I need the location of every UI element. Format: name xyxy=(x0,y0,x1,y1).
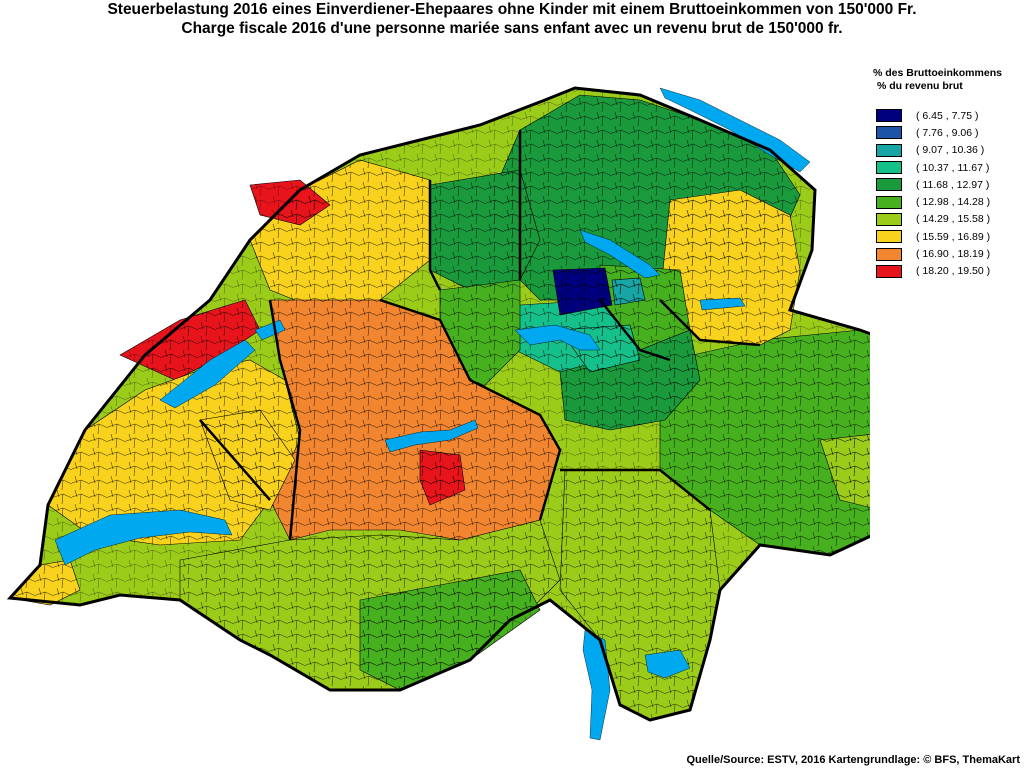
legend-range-label: ( 9.07 , 10.36 ) xyxy=(916,144,985,157)
canton-border xyxy=(379,298,562,521)
legend-swatch xyxy=(876,109,902,123)
canton-border xyxy=(199,419,271,501)
region-geneva-municipal-lines xyxy=(10,560,80,605)
legend-range-label: ( 11.68 , 12.97 ) xyxy=(916,178,990,191)
region-aargau-municipal-lines xyxy=(430,170,540,290)
region-northwest-red-municipal-lines xyxy=(250,180,330,225)
legend-range-label: ( 6.45 , 7.75 ) xyxy=(916,109,979,122)
region-neuchatel-municipal-lines xyxy=(120,300,260,380)
legend-title-german: % des Bruttoeinkommens xyxy=(873,67,1002,79)
canton-border xyxy=(560,468,711,511)
region-schwyz-inner-municipal-lines xyxy=(612,278,645,305)
lake-lugano xyxy=(644,649,691,679)
legend-item: ( 18.20 , 19.50 ) xyxy=(876,263,990,280)
legend-range-label: ( 15.59 , 16.89 ) xyxy=(916,230,991,243)
map-title-french: Charge fiscale 2016 d'une personne marié… xyxy=(181,20,843,37)
canton-border xyxy=(659,299,761,347)
canton-border xyxy=(268,299,302,541)
legend-range-label: ( 10.37 , 11.67 ) xyxy=(916,161,990,174)
region-valais-east-municipal-lines xyxy=(360,570,540,690)
switzerland-tax-map xyxy=(6,86,870,741)
legend-item: ( 10.37 , 11.67 ) xyxy=(876,159,990,176)
legend: ( 6.45 , 7.75 ) ( 7.76 , 9.06 ) ( 9.07 ,… xyxy=(876,107,990,280)
region-ticino-municipal-lines xyxy=(560,470,720,720)
legend-swatch xyxy=(876,161,902,175)
region-st-gallen-municipal-lines xyxy=(660,190,800,345)
region-graubuenden-municipal-lines xyxy=(660,330,870,555)
legend-item: ( 6.45 , 7.75 ) xyxy=(876,107,990,124)
legend-swatch xyxy=(876,195,902,209)
legend-item: ( 11.68 , 12.97 ) xyxy=(876,176,990,193)
legend-range-label: ( 7.76 , 9.06 ) xyxy=(916,126,979,139)
source-credit: Quelle/Source: ESTV, 2016 Kartengrundlag… xyxy=(686,754,1020,766)
legend-swatch xyxy=(876,126,902,140)
legend-range-label: ( 14.29 , 15.58 ) xyxy=(916,213,991,226)
legend-swatch xyxy=(876,212,902,226)
lake-geneva xyxy=(54,509,233,566)
legend-range-label: ( 18.20 , 19.50 ) xyxy=(916,265,991,278)
lake-maggiore xyxy=(582,629,611,741)
canton-border xyxy=(599,299,671,362)
legend-item: ( 16.90 , 18.19 ) xyxy=(876,245,990,262)
legend-item: ( 14.29 , 15.58 ) xyxy=(876,211,990,228)
lake-lucerne xyxy=(514,324,601,351)
legend-swatch xyxy=(876,230,902,244)
region-uri-glarus-municipal-lines xyxy=(560,330,700,430)
legend-range-label: ( 12.98 , 14.28 ) xyxy=(916,196,991,209)
region-bern-municipal-lines xyxy=(270,300,560,540)
lake-bienne xyxy=(254,319,286,341)
legend-swatch xyxy=(876,247,902,261)
legend-title-french: % du revenu brut xyxy=(877,80,963,92)
lake-walen xyxy=(699,297,746,311)
lake-neuchatel xyxy=(159,339,256,409)
legend-item: ( 12.98 , 14.28 ) xyxy=(876,193,990,210)
canton-border xyxy=(428,180,442,291)
legend-item: ( 15.59 , 16.89 ) xyxy=(876,228,990,245)
region-fribourg-municipal-lines xyxy=(200,410,295,510)
map-title-german: Steuerbelastung 2016 eines Einverdiener-… xyxy=(107,1,917,18)
legend-item: ( 9.07 , 10.36 ) xyxy=(876,142,990,159)
legend-range-label: ( 16.90 , 18.19 ) xyxy=(916,248,991,261)
lake-thun-brienz xyxy=(384,419,479,453)
region-engadin-municipal-lines xyxy=(820,434,870,508)
lake-zurich xyxy=(579,229,661,279)
legend-item: ( 7.76 , 9.06 ) xyxy=(876,124,990,141)
legend-swatch xyxy=(876,143,902,157)
legend-swatch xyxy=(876,178,902,192)
national-border xyxy=(6,86,870,722)
region-oberland-red-municipal-lines xyxy=(420,450,465,505)
region-zug-municipal-lines xyxy=(553,268,612,315)
legend-swatch xyxy=(876,264,902,278)
